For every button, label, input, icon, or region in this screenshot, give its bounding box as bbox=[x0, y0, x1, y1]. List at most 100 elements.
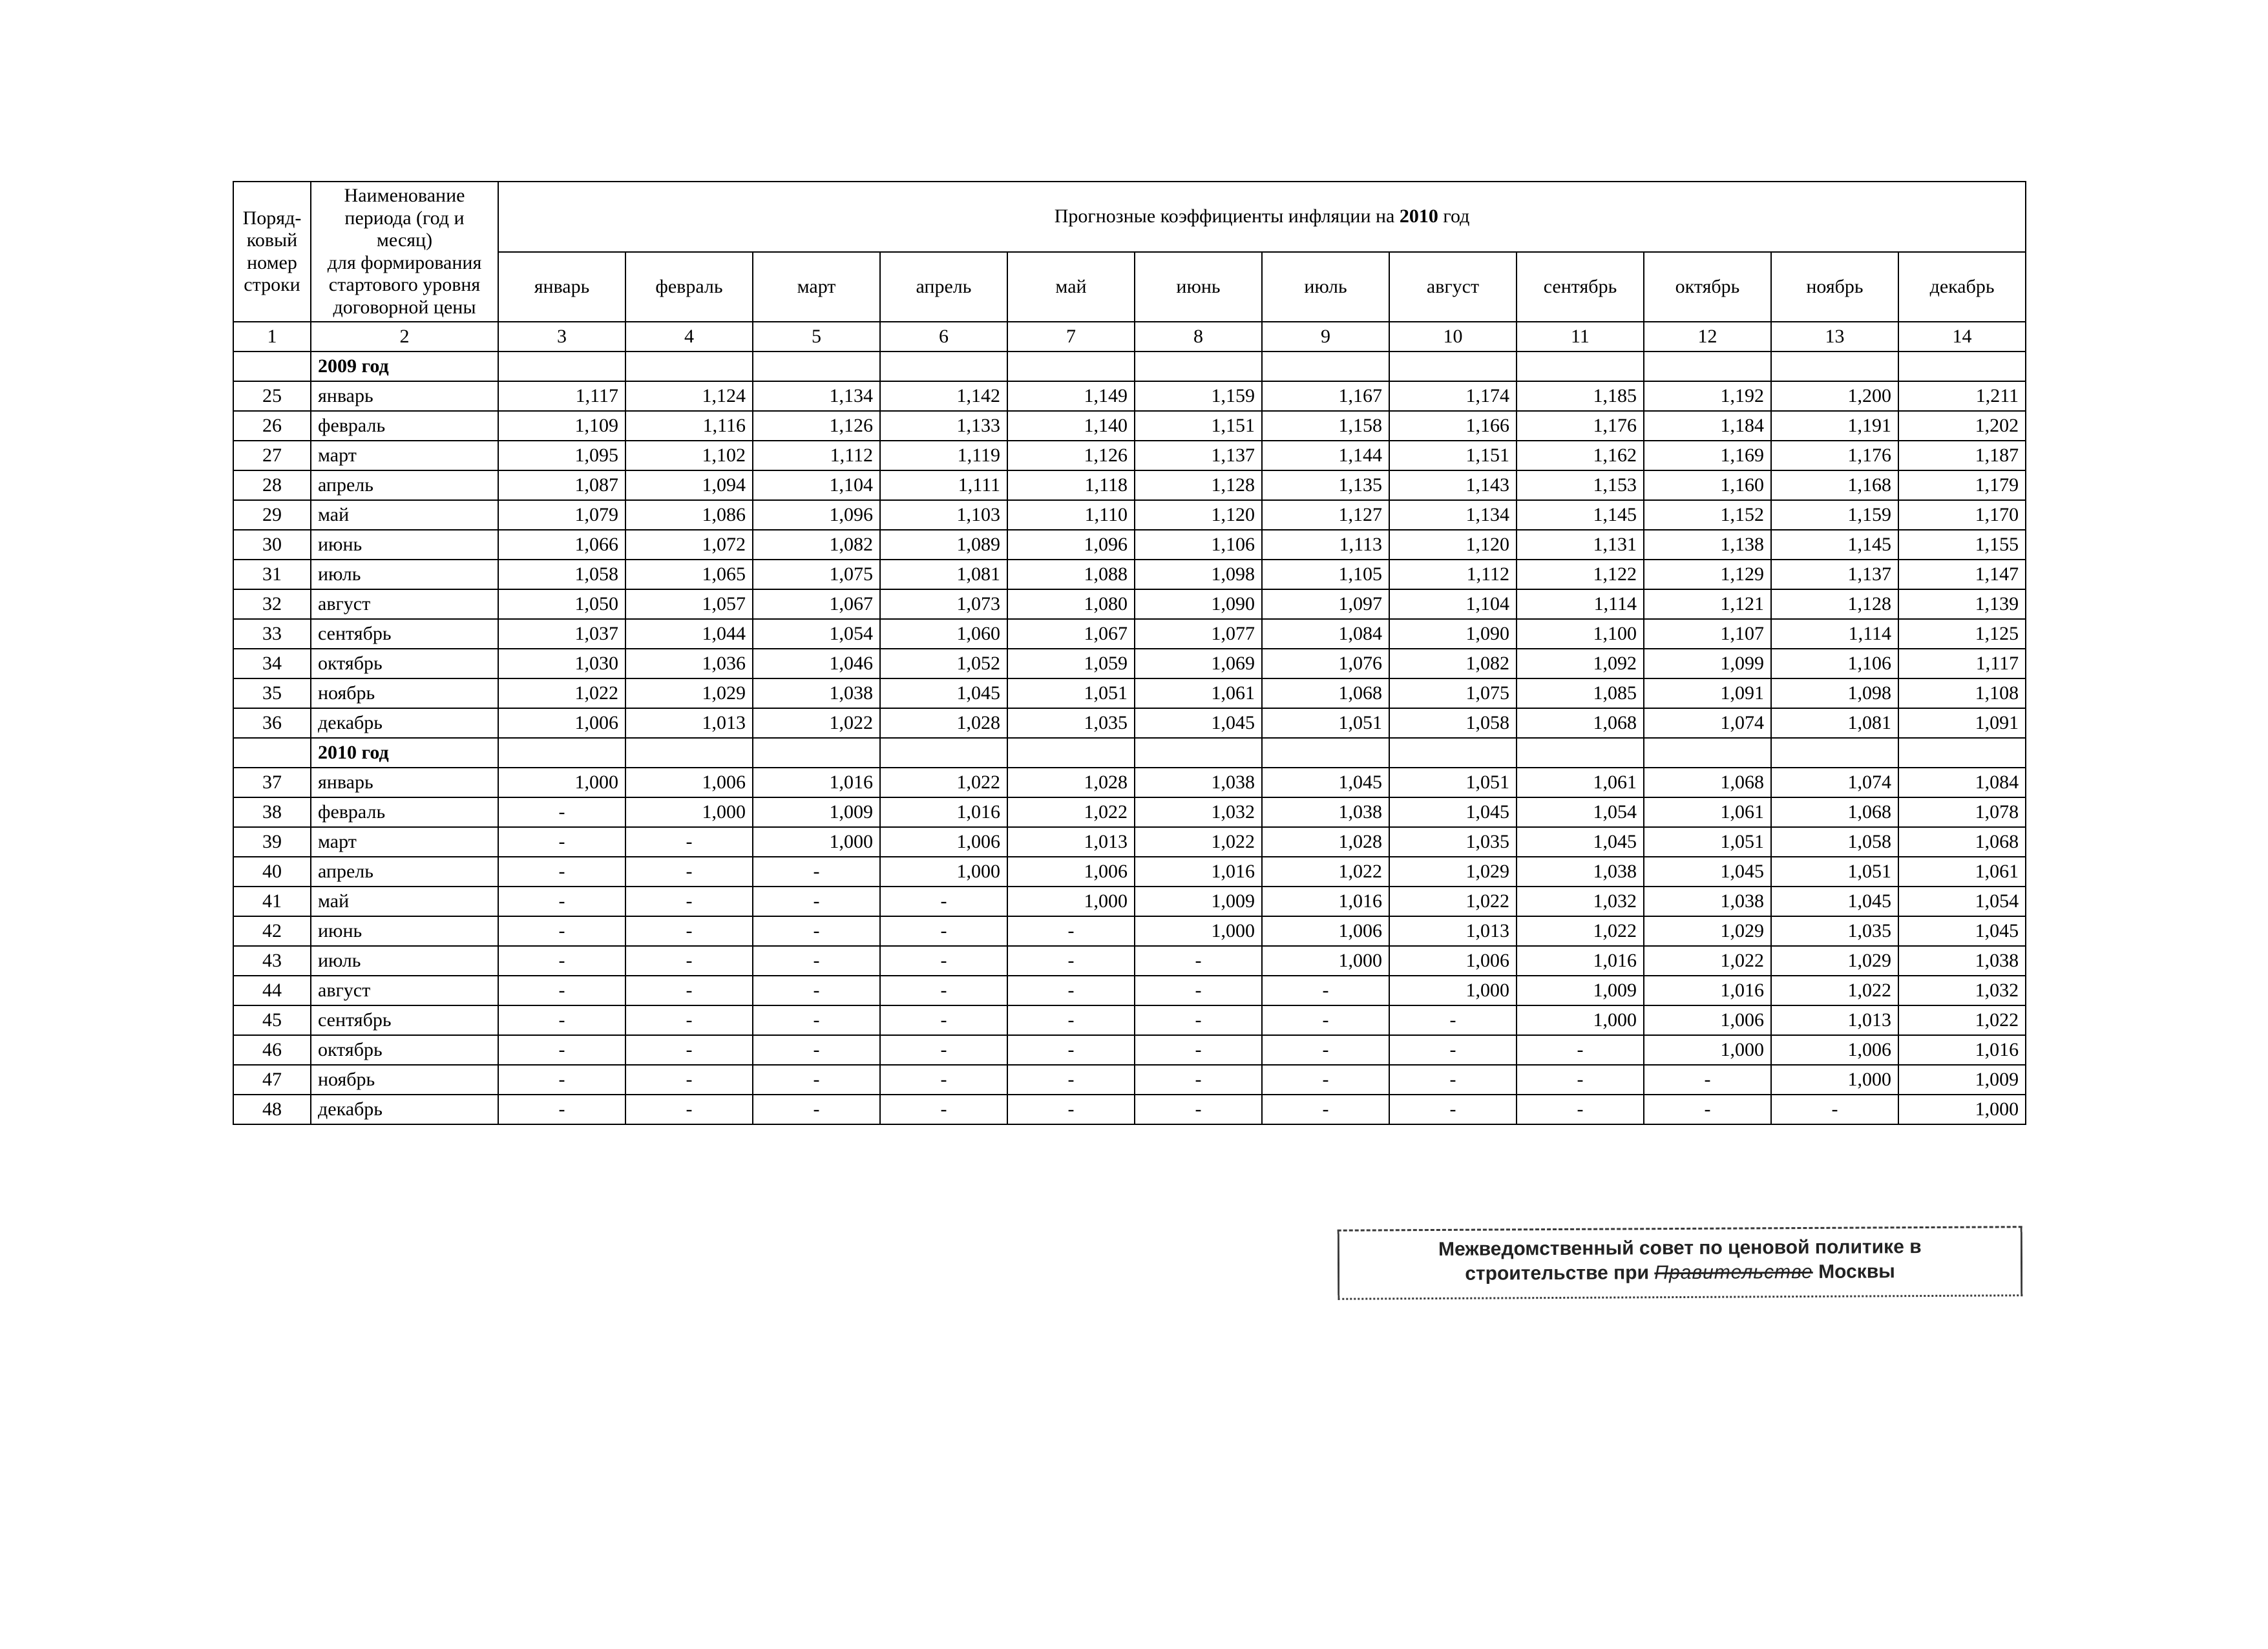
cell-value: 1,000 bbox=[1389, 976, 1517, 1005]
cell-value: - bbox=[753, 1065, 880, 1095]
cell-value: 1,202 bbox=[1898, 411, 2026, 441]
cell-value: 1,090 bbox=[1135, 589, 1262, 619]
cell-value: 1,044 bbox=[625, 619, 753, 649]
cell-value: 1,013 bbox=[1771, 1005, 1898, 1035]
row-period-name: август bbox=[311, 589, 498, 619]
row-period-name: ноябрь bbox=[311, 678, 498, 708]
cell-value: 1,187 bbox=[1898, 441, 2026, 470]
year-row-empty bbox=[1007, 738, 1135, 768]
year-row: 2009 год bbox=[233, 352, 2026, 381]
row-period-name: май bbox=[311, 500, 498, 530]
header-colnum: 3 bbox=[498, 322, 625, 352]
year-row-empty bbox=[498, 352, 625, 381]
cell-value: 1,211 bbox=[1898, 381, 2026, 411]
cell-value: - bbox=[498, 1005, 625, 1035]
spanning-title-year: 2010 bbox=[1400, 205, 1438, 227]
cell-value: - bbox=[880, 946, 1007, 976]
table-row: 38февраль-1,0001,0091,0161,0221,0321,038… bbox=[233, 797, 2026, 827]
cell-value: 1,106 bbox=[1771, 649, 1898, 678]
row-period-name: апрель bbox=[311, 857, 498, 887]
cell-value: - bbox=[498, 976, 625, 1005]
row-number: 27 bbox=[233, 441, 311, 470]
cell-value: 1,145 bbox=[1517, 500, 1644, 530]
cell-value: 1,006 bbox=[1771, 1035, 1898, 1065]
row-number: 30 bbox=[233, 530, 311, 560]
year-row-index bbox=[233, 352, 311, 381]
cell-value: 1,058 bbox=[1771, 827, 1898, 857]
cell-value: 1,142 bbox=[880, 381, 1007, 411]
cell-value: 1,176 bbox=[1517, 411, 1644, 441]
cell-value: - bbox=[498, 857, 625, 887]
cell-value: 1,151 bbox=[1389, 441, 1517, 470]
row-number: 37 bbox=[233, 768, 311, 797]
row-period-name: сентябрь bbox=[311, 619, 498, 649]
cell-value: 1,076 bbox=[1262, 649, 1389, 678]
cell-value: - bbox=[498, 916, 625, 946]
header-spanning-title: Прогнозные коэффициенты инфляции на 2010… bbox=[498, 182, 2026, 252]
spanning-title-prefix: Прогнозные коэффициенты инфляции на bbox=[1055, 205, 1400, 227]
row-number: 25 bbox=[233, 381, 311, 411]
cell-value: 1,045 bbox=[1517, 827, 1644, 857]
table-row: 46октябрь---------1,0001,0061,016 bbox=[233, 1035, 2026, 1065]
cell-value: 1,016 bbox=[753, 768, 880, 797]
row-number: 33 bbox=[233, 619, 311, 649]
cell-value: 1,125 bbox=[1898, 619, 2026, 649]
cell-value: 1,129 bbox=[1644, 560, 1771, 589]
header-colnum: 4 bbox=[625, 322, 753, 352]
cell-value: 1,124 bbox=[625, 381, 753, 411]
cell-value: 1,022 bbox=[1007, 797, 1135, 827]
header-colnum: 1 bbox=[233, 322, 311, 352]
cell-value: 1,134 bbox=[1389, 500, 1517, 530]
cell-value: 1,035 bbox=[1771, 916, 1898, 946]
cell-value: 1,137 bbox=[1135, 441, 1262, 470]
cell-value: 1,114 bbox=[1517, 589, 1644, 619]
cell-value: 1,006 bbox=[880, 827, 1007, 857]
cell-value: 1,035 bbox=[1389, 827, 1517, 857]
year-row-empty bbox=[1644, 352, 1771, 381]
cell-value: 1,022 bbox=[1517, 916, 1644, 946]
cell-value: 1,000 bbox=[1135, 916, 1262, 946]
cell-value: - bbox=[753, 1035, 880, 1065]
cell-value: 1,068 bbox=[1262, 678, 1389, 708]
table-row: 45сентябрь--------1,0001,0061,0131,022 bbox=[233, 1005, 2026, 1035]
year-label: 2010 год bbox=[311, 738, 498, 768]
cell-value: 1,138 bbox=[1644, 530, 1771, 560]
table-row: 29май1,0791,0861,0961,1031,1101,1201,127… bbox=[233, 500, 2026, 530]
year-row-empty bbox=[1389, 352, 1517, 381]
cell-value: 1,038 bbox=[1262, 797, 1389, 827]
row-number: 40 bbox=[233, 857, 311, 887]
cell-value: - bbox=[753, 946, 880, 976]
cell-value: 1,022 bbox=[1644, 946, 1771, 976]
cell-value: 1,120 bbox=[1135, 500, 1262, 530]
cell-value: 1,028 bbox=[880, 708, 1007, 738]
row-number: 36 bbox=[233, 708, 311, 738]
cell-value: 1,117 bbox=[498, 381, 625, 411]
year-row-empty bbox=[1644, 738, 1771, 768]
year-row-empty bbox=[880, 738, 1007, 768]
row-period-name: октябрь bbox=[311, 1035, 498, 1065]
cell-value: 1,170 bbox=[1898, 500, 2026, 530]
cell-value: 1,078 bbox=[1898, 797, 2026, 827]
row-number: 34 bbox=[233, 649, 311, 678]
header-month: октябрь bbox=[1644, 252, 1771, 322]
cell-value: 1,105 bbox=[1262, 560, 1389, 589]
cell-value: 1,061 bbox=[1517, 768, 1644, 797]
header-colnum: 5 bbox=[753, 322, 880, 352]
cell-value: 1,006 bbox=[1007, 857, 1135, 887]
table-row: 48декабрь-----------1,000 bbox=[233, 1095, 2026, 1124]
table-row: 31июль1,0581,0651,0751,0811,0881,0981,10… bbox=[233, 560, 2026, 589]
document-page: Поряд-ковыйномерстроки Наименованиеперио… bbox=[0, 0, 2268, 1649]
cell-value: 1,029 bbox=[1644, 916, 1771, 946]
row-number: 44 bbox=[233, 976, 311, 1005]
header-colnum: 14 bbox=[1898, 322, 2026, 352]
row-period-name: октябрь bbox=[311, 649, 498, 678]
cell-value: 1,155 bbox=[1898, 530, 2026, 560]
table-row: 30июнь1,0661,0721,0821,0891,0961,1061,11… bbox=[233, 530, 2026, 560]
inflation-table: Поряд-ковыйномерстроки Наименованиеперио… bbox=[233, 181, 2026, 1125]
cell-value: 1,100 bbox=[1517, 619, 1644, 649]
row-number: 32 bbox=[233, 589, 311, 619]
cell-value: - bbox=[498, 1065, 625, 1095]
row-number: 29 bbox=[233, 500, 311, 530]
cell-value: 1,057 bbox=[625, 589, 753, 619]
cell-value: 1,000 bbox=[1771, 1065, 1898, 1095]
